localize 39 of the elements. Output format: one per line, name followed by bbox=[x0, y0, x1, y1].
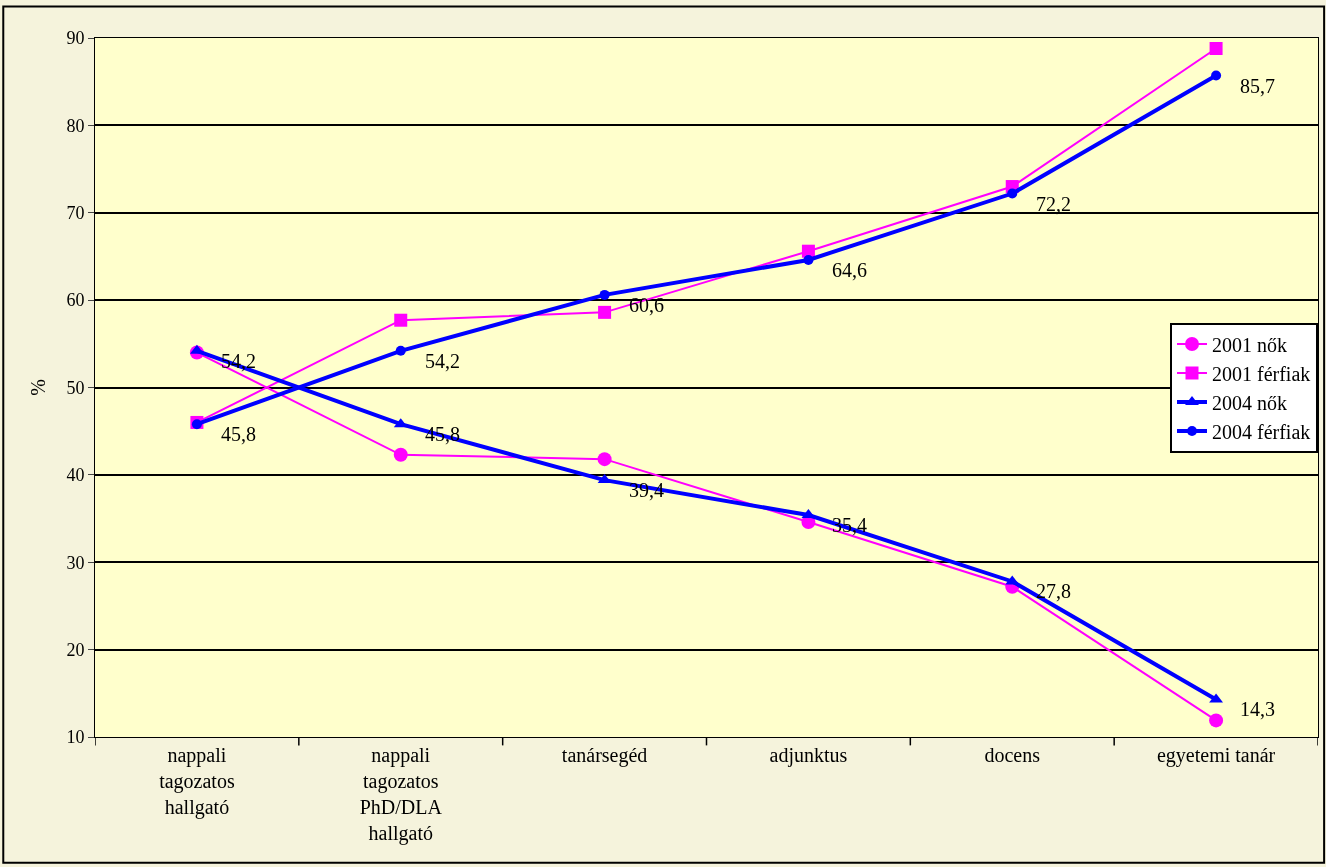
y-tick-label: 10 bbox=[66, 727, 85, 748]
data-label: 54,2 bbox=[425, 350, 460, 372]
point bbox=[803, 254, 814, 265]
point bbox=[1209, 713, 1224, 728]
point bbox=[393, 447, 408, 462]
y-tick-label: 30 bbox=[66, 552, 85, 573]
point bbox=[1211, 70, 1222, 81]
y-tick-label: 40 bbox=[66, 465, 85, 486]
legend-label: 2004 nők bbox=[1212, 391, 1287, 414]
point bbox=[597, 452, 612, 467]
y-tick-label: 90 bbox=[66, 28, 85, 49]
point bbox=[394, 313, 408, 327]
x-tick-label: docens bbox=[984, 744, 1041, 766]
point bbox=[191, 419, 202, 430]
data-label: 72,2 bbox=[1036, 193, 1071, 215]
data-label: 64,6 bbox=[832, 259, 867, 281]
data-label: 27,8 bbox=[1036, 580, 1071, 602]
point bbox=[1007, 188, 1018, 199]
legend-label: 2004 férfiak bbox=[1212, 420, 1311, 443]
point bbox=[598, 305, 612, 319]
data-label: 14,3 bbox=[1240, 698, 1275, 720]
x-tick-label: tanársegéd bbox=[561, 744, 648, 767]
x-tick-label: nappali tagozatos hallgató bbox=[159, 744, 235, 819]
x-tick-label: adjunktus bbox=[769, 744, 848, 767]
point bbox=[1209, 41, 1223, 55]
data-label: 45,8 bbox=[221, 423, 256, 445]
legend-label: 2001 nők bbox=[1212, 333, 1287, 356]
y-tick-label: 80 bbox=[66, 115, 85, 136]
y-tick-label: 50 bbox=[66, 377, 85, 398]
y-tick-label: 60 bbox=[66, 290, 85, 311]
x-tick-label: egyetemi tanár bbox=[1156, 744, 1276, 767]
point bbox=[395, 345, 406, 356]
data-label: 85,7 bbox=[1240, 75, 1275, 97]
point bbox=[599, 289, 610, 300]
y-axis-title: % bbox=[26, 379, 49, 396]
x-tick-label: nappali tagozatos PhD/DLA hallgató bbox=[359, 744, 443, 845]
y-tick-label: 70 bbox=[66, 203, 85, 224]
legend-label: 2001 férfiak bbox=[1212, 362, 1311, 385]
y-tick-label: 20 bbox=[66, 639, 85, 660]
